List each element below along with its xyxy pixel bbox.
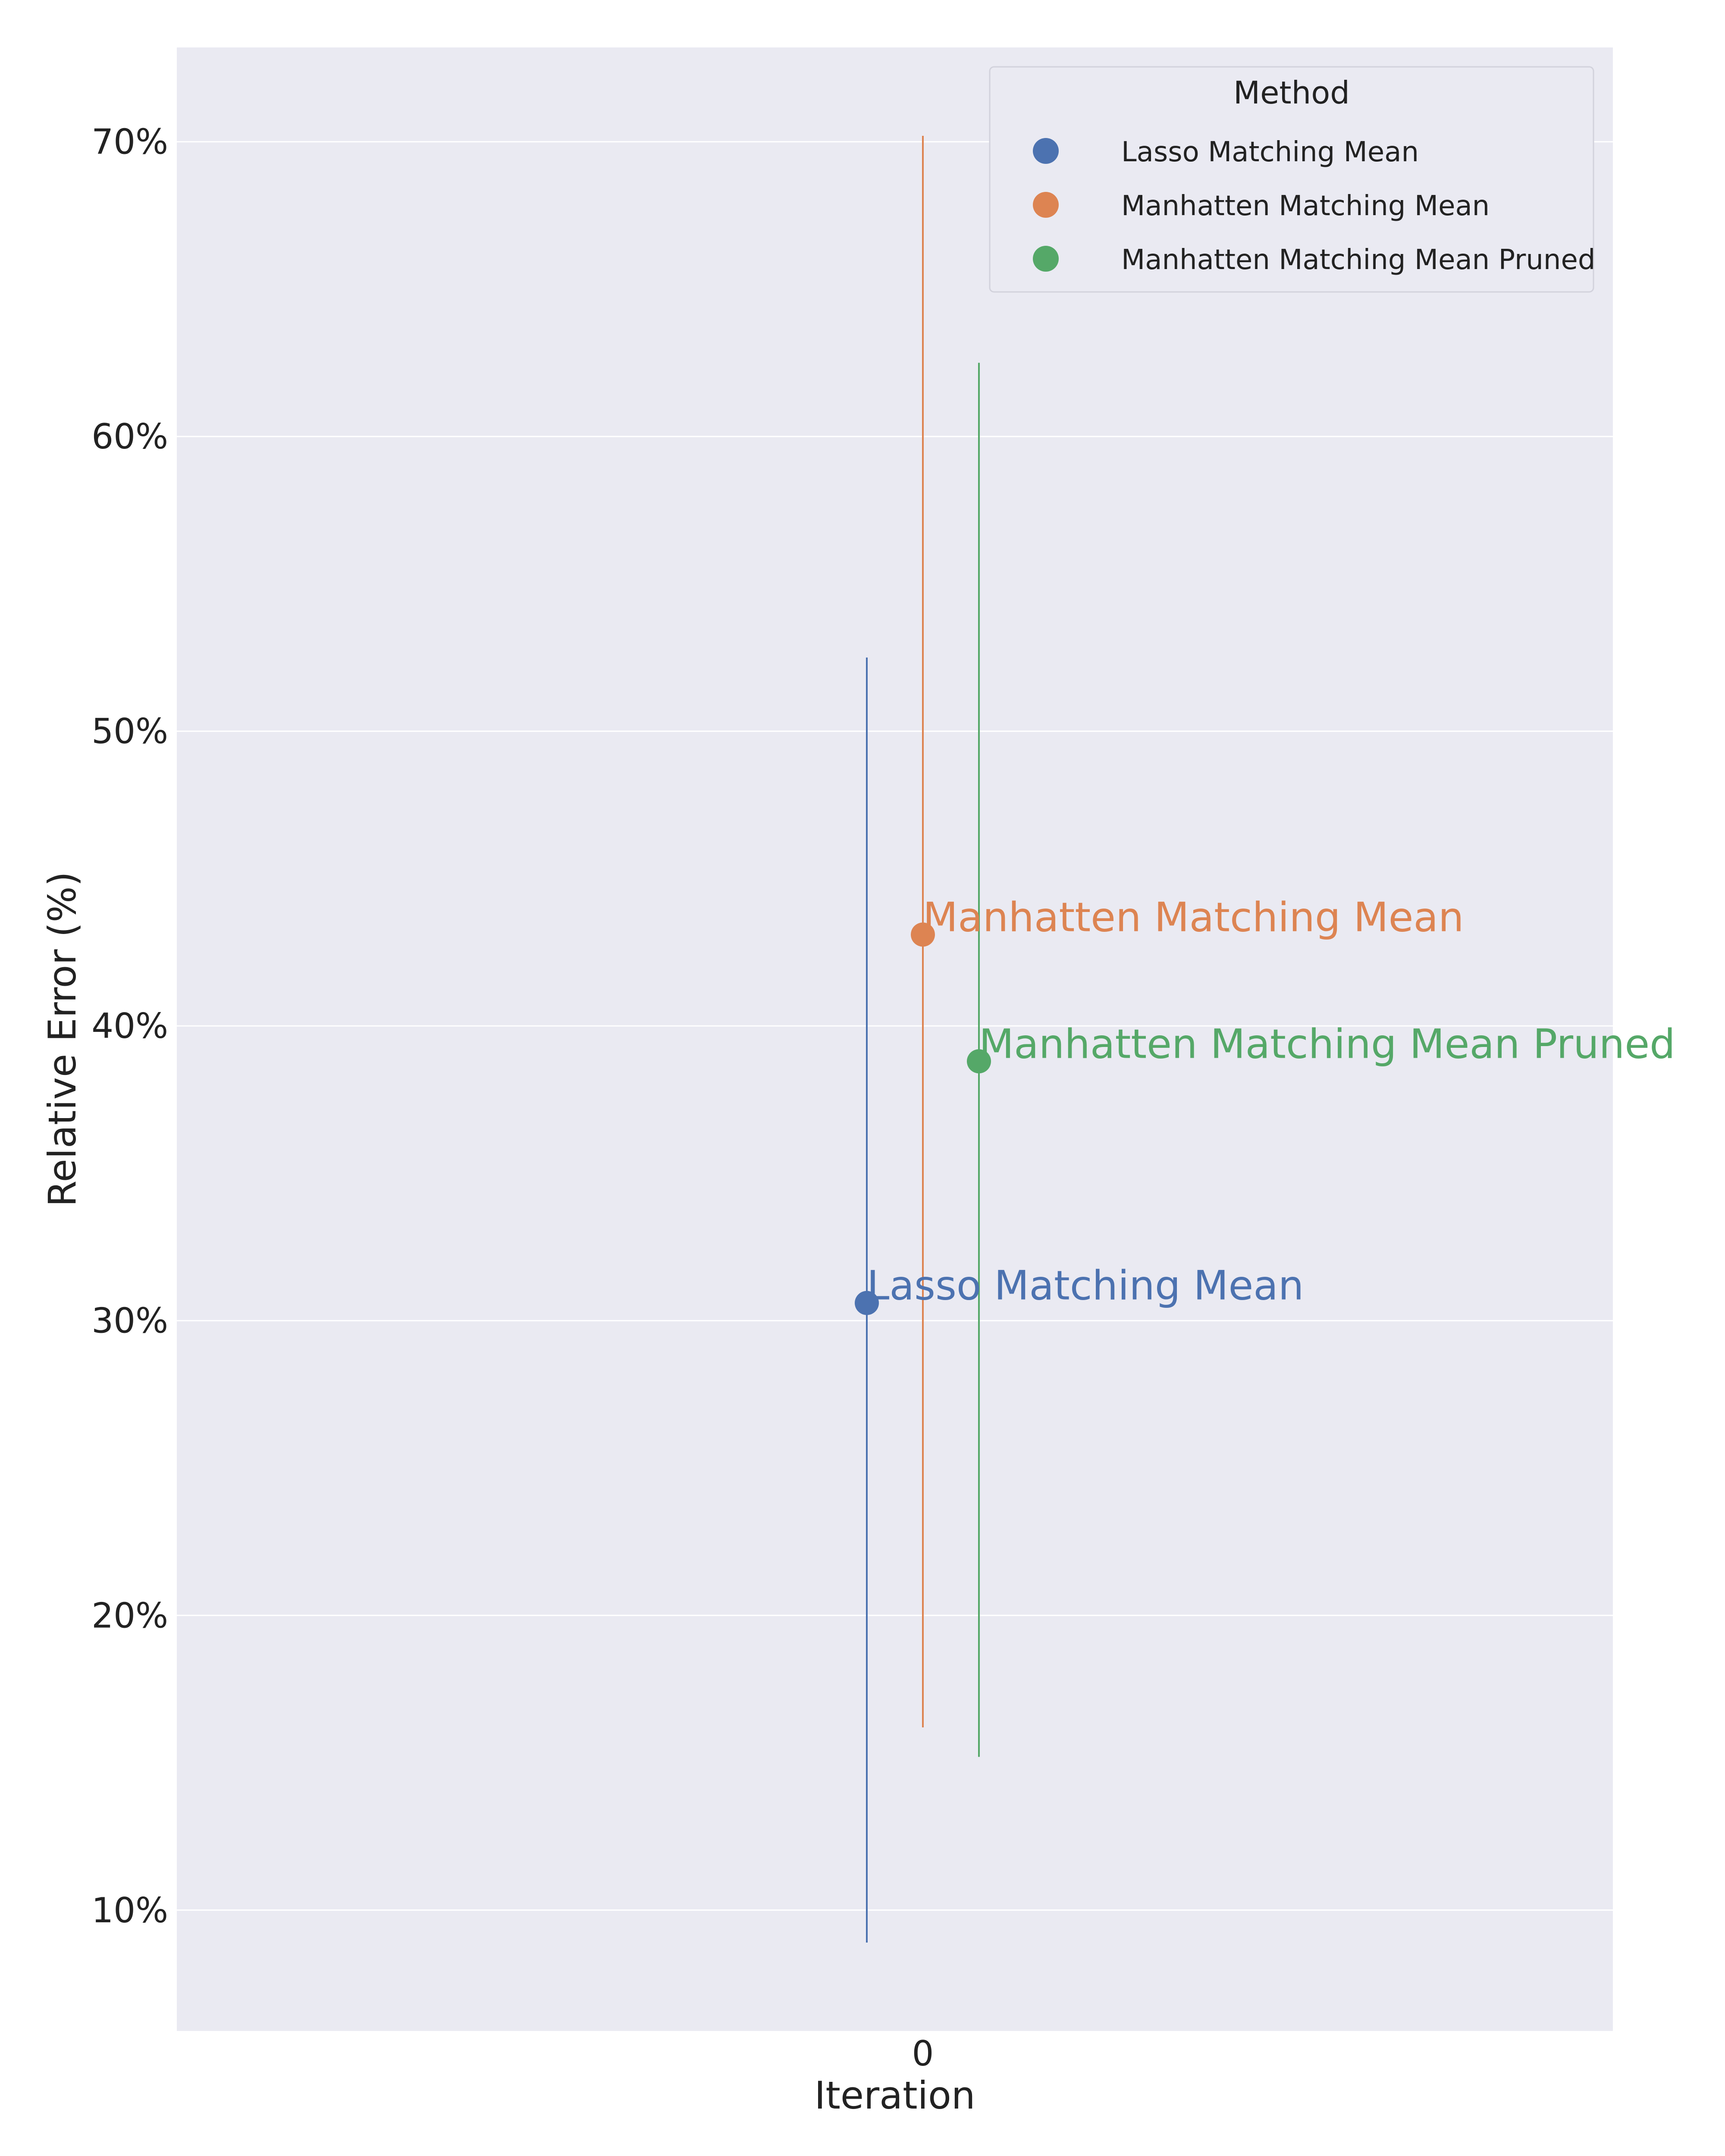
- plot-area: [177, 47, 1613, 2031]
- legend: Method Lasso Matching Mean Manhatten Matc…: [989, 66, 1595, 293]
- legend-label: Manhatten Matching Mean Pruned: [1121, 244, 1595, 276]
- y-axis-ticks: 10% 20% 30% 40% 50% 60% 70%: [91, 122, 168, 1930]
- data-point: [911, 922, 935, 947]
- data-point: [967, 1049, 991, 1074]
- y-tick-label: 70%: [91, 122, 168, 162]
- y-tick-label: 20%: [91, 1595, 168, 1636]
- data-point: [855, 1291, 879, 1315]
- point-label: Manhatten Matching Mean Pruned: [979, 1021, 1675, 1068]
- legend-marker: [1033, 246, 1059, 272]
- y-tick-label: 60%: [91, 417, 168, 457]
- x-tick-label: 0: [912, 2034, 934, 2074]
- data-points: [855, 922, 991, 1315]
- y-tick-label: 10%: [91, 1890, 168, 1930]
- legend-marker: [1033, 192, 1059, 218]
- legend-label: Lasso Matching Mean: [1121, 136, 1419, 168]
- y-axis-label: Relative Error (%): [40, 871, 85, 1207]
- x-axis-ticks: 0: [912, 2034, 934, 2074]
- legend-label: Manhatten Matching Mean: [1121, 190, 1490, 222]
- legend-box: [989, 66, 1594, 293]
- x-axis-label: Iteration: [814, 2073, 975, 2118]
- y-tick-label: 30%: [91, 1301, 168, 1341]
- point-label: Manhatten Matching Mean: [923, 894, 1464, 941]
- y-tick-label: 50%: [91, 711, 168, 752]
- point-label: Lasso Matching Mean: [867, 1263, 1304, 1310]
- legend-marker: [1033, 138, 1059, 164]
- legend-title: Method: [1233, 75, 1350, 111]
- legend-entries: Lasso Matching Mean Manhatten Matching Me…: [1033, 136, 1595, 276]
- point-annotations: Lasso Matching Mean Manhatten Matching Me…: [867, 894, 1675, 1309]
- y-tick-label: 40%: [91, 1006, 168, 1046]
